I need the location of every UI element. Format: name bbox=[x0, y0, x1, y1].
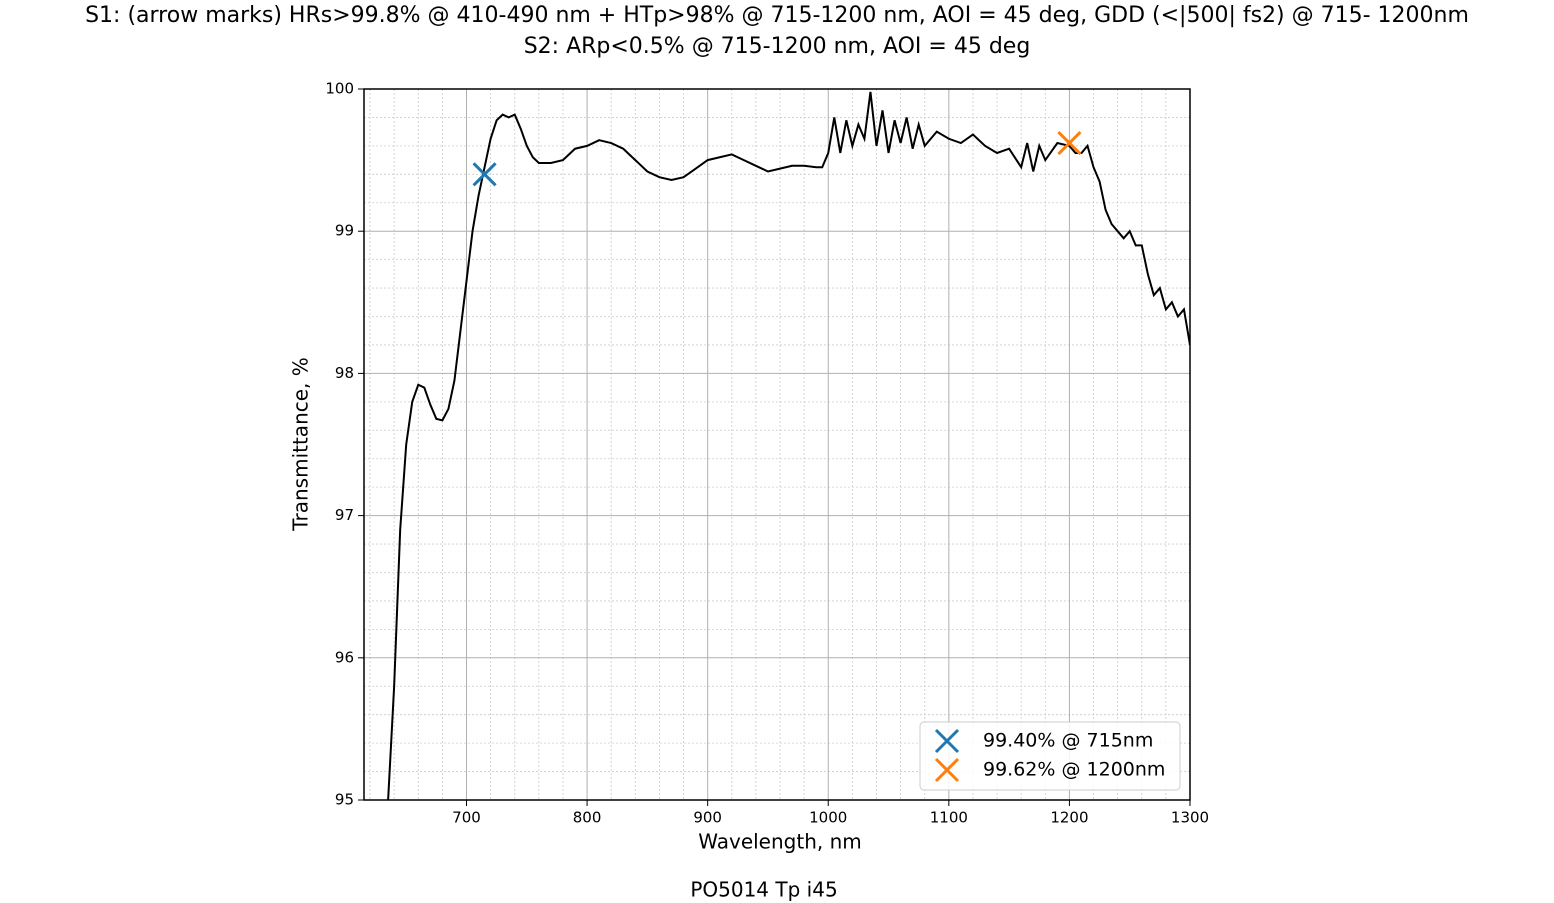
marker bbox=[1057, 130, 1082, 156]
marker bbox=[472, 162, 497, 187]
x-tick-label: 800 bbox=[573, 809, 602, 827]
y-tick-label: 95 bbox=[335, 791, 354, 809]
x-tick-label: 1100 bbox=[930, 809, 968, 827]
legend-marker bbox=[934, 757, 960, 783]
chart-subtitle: S2: ARp<0.5% @ 715-1200 nm, AOI = 45 deg bbox=[524, 34, 1031, 59]
data-line bbox=[387, 91, 1190, 800]
legend-box bbox=[919, 721, 1181, 791]
legend-label: 99.62% @ 1200nm bbox=[983, 759, 1165, 781]
y-axis-label: Transmittance, % bbox=[289, 357, 313, 532]
x-tick-label: 1200 bbox=[1050, 809, 1088, 827]
x-tick-label: 900 bbox=[693, 809, 722, 827]
x-axis-label: Wavelength, nm bbox=[698, 830, 862, 854]
x-tick-label: 700 bbox=[452, 809, 481, 827]
x-tick-label: 1300 bbox=[1171, 809, 1209, 827]
y-tick-label: 99 bbox=[335, 222, 354, 240]
plot-frame bbox=[363, 88, 1191, 801]
legend-marker bbox=[934, 728, 960, 754]
caption: PO5014 Tp i45 bbox=[690, 878, 837, 902]
chart-title: S1: (arrow marks) HRs>99.8% @ 410-490 nm… bbox=[85, 3, 1469, 28]
y-tick-label: 97 bbox=[335, 506, 354, 524]
y-tick-label: 96 bbox=[335, 648, 354, 666]
legend-label: 99.40% @ 715nm bbox=[983, 730, 1153, 752]
y-tick-label: 100 bbox=[325, 80, 354, 98]
y-tick-label: 98 bbox=[335, 364, 354, 382]
x-tick-label: 1000 bbox=[809, 809, 847, 827]
